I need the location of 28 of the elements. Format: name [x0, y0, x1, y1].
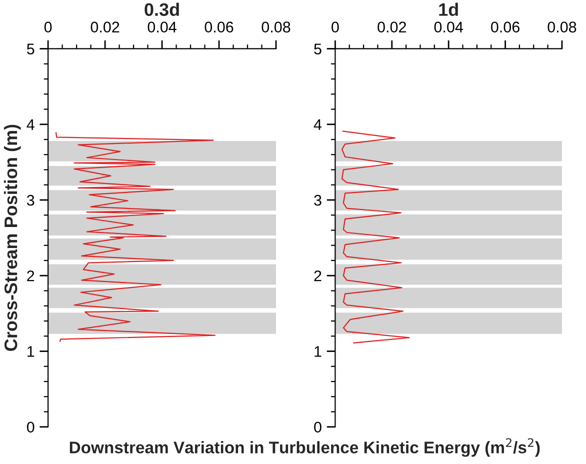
x-tick-label: 0.02	[90, 22, 120, 33]
x-axis-title: Downstream Variation in Turbulence Kinetic Energy (m$^{2}$/s$^{2}$)	[70, 438, 540, 457]
y-tick-label: 2	[314, 270, 322, 282]
x-tick-label: 0.04	[434, 22, 464, 33]
y-tick-label: 5	[26, 44, 34, 54]
line-series	[341, 130, 410, 344]
y-tick-label: 4	[314, 119, 322, 130]
y-tick-label: 3	[314, 194, 322, 206]
x-tick-label: 0	[44, 22, 52, 33]
y-tick-label: 0	[26, 422, 34, 433]
y-tick-label: 4	[26, 119, 34, 130]
x-tick-label: 0.08	[548, 22, 576, 33]
x-tick-label: 0.06	[491, 22, 520, 33]
x-tick-label: 0.08	[262, 22, 290, 33]
y-axis-title: Cross-Stream Position (m)	[4, 124, 21, 351]
y-tick-label: 1	[314, 346, 322, 357]
y-tick-label: 5	[314, 44, 322, 54]
x-tick-label: 0.02	[378, 22, 406, 33]
line-series	[55, 132, 216, 342]
chart-title: 0.3d	[144, 2, 179, 16]
y-tick-label: 0	[314, 422, 322, 433]
chart-title: 1d	[439, 2, 458, 16]
x-tick-label: 0.06	[204, 22, 234, 33]
x-tick-label: 0.04	[148, 22, 176, 33]
y-tick-label: 1	[28, 346, 34, 357]
y-tick-label: 2	[27, 270, 34, 282]
x-tick-label: 0	[332, 22, 339, 33]
y-tick-label: 3	[26, 194, 34, 206]
